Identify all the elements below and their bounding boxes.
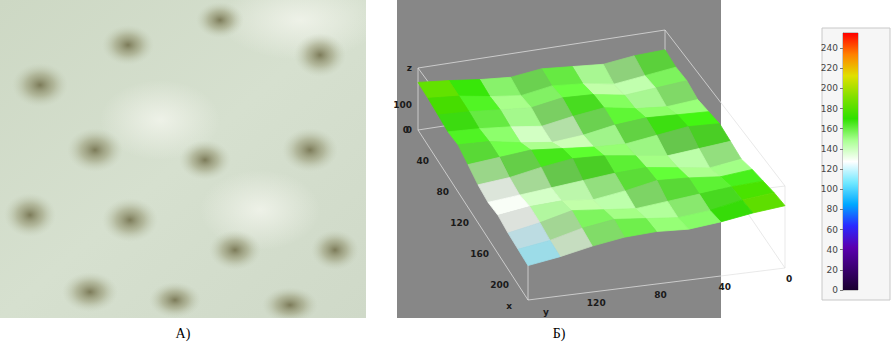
svg-text:100: 100 xyxy=(821,184,838,194)
svg-text:40: 40 xyxy=(416,156,429,166)
svg-text:140: 140 xyxy=(821,144,838,154)
svg-text:40: 40 xyxy=(718,282,731,292)
svg-text:0: 0 xyxy=(406,125,412,135)
svg-text:100: 100 xyxy=(393,100,412,110)
svg-text:60: 60 xyxy=(827,225,839,235)
svg-text:120: 120 xyxy=(450,218,469,228)
svg-text:80: 80 xyxy=(827,204,839,214)
svg-text:А): А) xyxy=(176,326,191,342)
svg-text:240: 240 xyxy=(821,43,838,53)
svg-text:160: 160 xyxy=(821,124,838,134)
svg-text:x: x xyxy=(506,301,512,311)
svg-text:120: 120 xyxy=(821,164,838,174)
svg-text:0: 0 xyxy=(786,274,792,284)
svg-text:160: 160 xyxy=(470,249,489,259)
svg-text:200: 200 xyxy=(490,280,509,290)
svg-text:0: 0 xyxy=(832,285,838,295)
svg-text:z: z xyxy=(407,63,412,73)
svg-text:Б): Б) xyxy=(553,326,566,342)
svg-text:y: y xyxy=(543,307,549,317)
svg-text:80: 80 xyxy=(654,290,667,300)
svg-text:20: 20 xyxy=(827,265,839,275)
svg-text:40: 40 xyxy=(827,245,839,255)
svg-text:180: 180 xyxy=(821,104,838,114)
svg-text:220: 220 xyxy=(821,63,838,73)
svg-text:200: 200 xyxy=(821,83,838,93)
svg-text:80: 80 xyxy=(436,187,449,197)
svg-text:120: 120 xyxy=(587,298,606,308)
